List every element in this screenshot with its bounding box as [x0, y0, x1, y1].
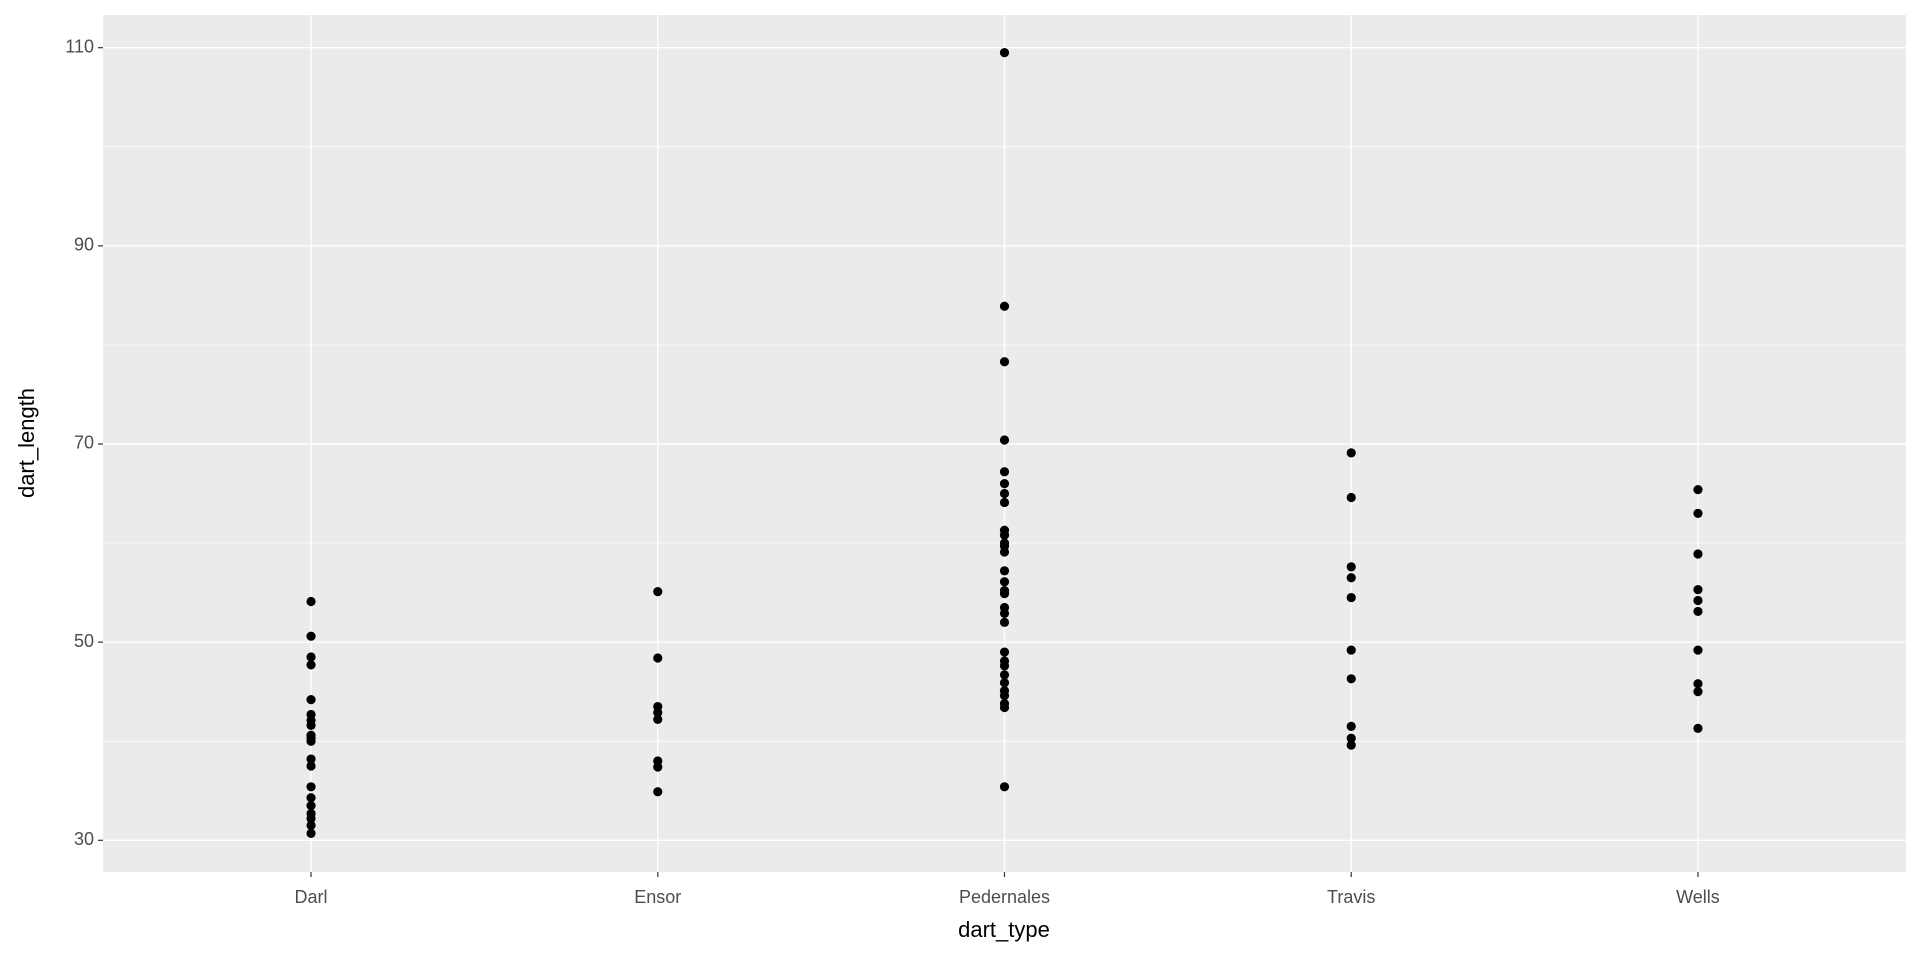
point [1693, 679, 1703, 689]
point [306, 761, 316, 771]
point [306, 801, 316, 811]
point [1693, 508, 1703, 518]
point [999, 467, 1010, 477]
point [999, 670, 1010, 680]
point [306, 813, 316, 824]
point [1693, 585, 1703, 595]
x-tick-label: Wells [1676, 887, 1720, 907]
x-axis-title: dart_type [958, 917, 1050, 942]
point [999, 435, 1010, 445]
point [1346, 740, 1356, 750]
point [1693, 606, 1703, 617]
point [306, 631, 316, 641]
point [306, 754, 316, 764]
point [306, 736, 316, 746]
point [999, 588, 1010, 599]
point [999, 357, 1010, 367]
point [999, 301, 1010, 311]
point [306, 660, 316, 670]
point [306, 793, 316, 803]
point [1346, 592, 1356, 603]
point [1346, 573, 1356, 583]
point [999, 577, 1010, 587]
point [653, 707, 663, 718]
point [1346, 562, 1356, 572]
y-tick-label: 50 [74, 631, 94, 651]
point [1693, 549, 1703, 559]
point [999, 661, 1010, 671]
x-tick-label: Travis [1327, 887, 1375, 907]
x-tick-label: Darl [295, 887, 328, 907]
y-tick-label: 70 [74, 433, 94, 453]
point [653, 787, 663, 797]
point [653, 653, 663, 663]
point [1693, 687, 1703, 697]
point [1346, 733, 1356, 743]
point [999, 617, 1010, 627]
point [1693, 595, 1703, 606]
point [306, 820, 316, 831]
point [999, 530, 1010, 540]
point [999, 547, 1010, 557]
point [1346, 645, 1356, 655]
point [653, 762, 663, 772]
point [999, 782, 1010, 792]
point [1346, 448, 1356, 458]
point [1346, 721, 1356, 731]
y-tick-label: 110 [65, 36, 94, 56]
point [306, 828, 316, 838]
point [653, 714, 663, 725]
point [999, 678, 1010, 688]
point [1346, 492, 1356, 503]
point [306, 720, 316, 730]
y-tick-label: 30 [74, 829, 94, 849]
point [999, 702, 1010, 713]
point [999, 497, 1010, 508]
y-axis-title: dart_length [14, 388, 39, 498]
x-tick-label: Pedernales [959, 887, 1050, 907]
x-tick-label: Ensor [634, 887, 681, 907]
point [999, 608, 1010, 619]
point [999, 647, 1010, 657]
point [1693, 484, 1703, 495]
point [1693, 645, 1703, 655]
point [306, 695, 316, 705]
point [999, 479, 1010, 489]
y-tick-label: 90 [74, 235, 94, 255]
point [999, 48, 1010, 58]
point [306, 652, 316, 662]
point [306, 596, 316, 607]
point [999, 566, 1010, 576]
point [1346, 674, 1356, 684]
point [306, 782, 316, 792]
point [999, 488, 1010, 499]
point [1693, 723, 1703, 733]
point [653, 587, 663, 597]
point [999, 691, 1010, 701]
